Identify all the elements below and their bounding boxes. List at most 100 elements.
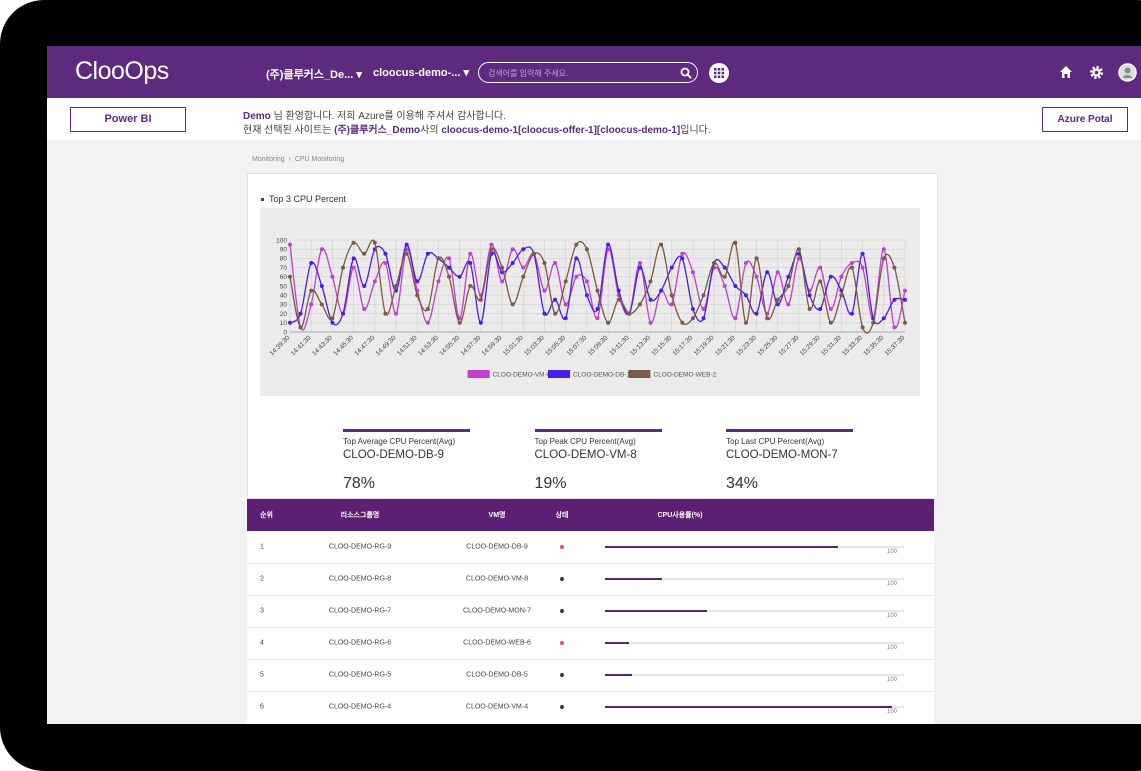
data-point [595,288,600,293]
vm-name: CLOO-DEMO-DB-9 [466,543,528,551]
search-box[interactable]: 검색어를 입력해 주세요. [478,62,698,83]
settings-icon[interactable] [1089,65,1104,80]
data-point [330,320,335,325]
chart-title: Top 3 CPU Percent [269,194,347,204]
user-name: Demo [243,111,271,122]
data-point [722,284,727,288]
data-point [425,251,430,256]
data-point [648,320,653,325]
cpu-bar [605,610,707,612]
data-point [362,284,367,288]
cpu-bar [605,546,839,548]
data-point [553,297,558,302]
data-point [892,265,897,270]
data-point [351,240,356,245]
status-dot [560,545,564,549]
user-icon[interactable] [1118,63,1137,82]
column-header: VM명 [488,512,506,519]
rank: 6 [260,703,264,711]
data-point [690,270,695,275]
azure-portal-button[interactable]: Azure Potal [1042,107,1128,132]
data-point [839,293,844,298]
data-point [447,256,452,261]
home-icon[interactable] [1059,65,1073,79]
data-point [733,284,738,288]
column-header: 순위 [260,512,273,519]
data-point [881,316,886,321]
vm-name: CLOO-DEMO-VM-8 [465,575,529,583]
data-point [309,288,314,293]
data-point [754,274,759,279]
data-point [754,256,759,261]
data-point [775,297,780,302]
status-dot [560,577,564,581]
site-company: (주)클루커스_Demo [334,125,421,136]
data-point [468,251,473,256]
data-point [298,325,303,330]
status-dot [560,673,564,677]
data-point [881,256,886,261]
data-point [786,284,791,288]
data-point [722,274,727,279]
data-point [478,320,483,325]
data-point [818,265,823,270]
y-tick-label: 50 [280,283,288,290]
y-tick-label: 60 [280,274,288,281]
kpi-name: CLOO-DEMO-MON-7 [726,449,838,461]
y-tick-label: 10 [280,320,288,327]
company-select[interactable]: (주)클루커스_De... ▾ [266,69,362,81]
data-point [362,251,367,256]
kpi-bar [726,429,853,432]
data-point [553,261,558,265]
logo[interactable]: ClooOps [75,57,169,85]
data-point [521,247,526,252]
row-divider [247,627,934,628]
data-point [828,307,833,311]
data-point [584,279,589,284]
cpu-bar [605,674,632,676]
rank: 2 [260,575,264,583]
site-suffix: 입니다. [680,125,711,136]
cpu-max-label: 100 [887,613,898,619]
kpi-bar [343,429,470,432]
legend-label: CLOO-DEMO-DB-1 [573,372,630,379]
power-bi-button[interactable]: Power BI [70,107,186,132]
y-tick-label: 0 [283,329,287,336]
data-point [680,251,685,256]
kpi-name: CLOO-DEMO-DB-9 [343,449,444,461]
top-bar: ClooOps (주)클루커스_De... ▾ cloocus-demo-...… [47,46,1141,98]
data-point [733,240,738,245]
resource-group: CLOO-DEMO-RG-7 [328,607,392,615]
data-point [839,274,844,279]
data-point [775,270,780,275]
data-point [849,311,854,316]
data-point [383,251,388,256]
data-point [319,302,324,307]
data-point [765,316,770,321]
data-point [542,311,547,316]
data-point [595,316,600,321]
search-icon [680,67,692,79]
rank: 3 [260,607,264,615]
subscription-select[interactable]: cloocus-demo-... ▾ [373,67,469,79]
cpu-table: 순위 리소스그룹명 VM명 상태 CPU사용률(%) 1 CLOO-DEMO-RG-9 CLO… [247,499,934,724]
breadcrumb-item[interactable]: Monitoring [252,156,285,163]
apps-icon[interactable] [708,62,730,84]
kpi: Top Last CPU Percent(Avg) CLOO-DEMO-MON-7… [726,429,886,499]
data-point [616,288,621,293]
welcome-message: 님 환영합니다. 저희 Azure를 이용해 주셔서 감사합니다. [270,111,506,122]
data-point [903,297,907,302]
data-point [606,242,611,247]
data-point [584,247,589,252]
data-point [733,316,738,321]
data-point [288,274,292,279]
data-point [786,274,791,279]
data-point [319,284,324,288]
data-point [457,320,462,325]
kpi-label: Top Peak CPU Percent(Avg) [534,437,636,446]
data-point [871,320,876,325]
data-point [404,251,409,256]
data-point [330,316,335,321]
vm-name: CLOO-DEMO-VM-4 [465,703,529,711]
legend-swatch [628,370,651,378]
